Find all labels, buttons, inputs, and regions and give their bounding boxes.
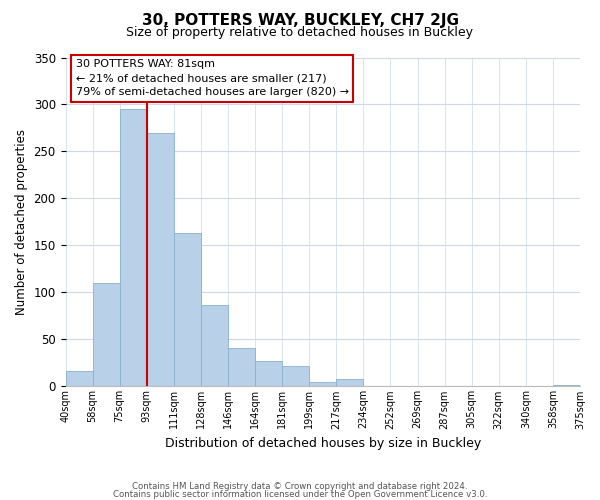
Bar bbox=[65, 372, 92, 386]
Text: 30 POTTERS WAY: 81sqm
← 21% of detached houses are smaller (217)
79% of semi-det: 30 POTTERS WAY: 81sqm ← 21% of detached … bbox=[76, 59, 349, 97]
Text: Contains HM Land Registry data © Crown copyright and database right 2024.: Contains HM Land Registry data © Crown c… bbox=[132, 482, 468, 491]
Bar bbox=[255, 361, 282, 386]
Text: 30, POTTERS WAY, BUCKLEY, CH7 2JG: 30, POTTERS WAY, BUCKLEY, CH7 2JG bbox=[142, 12, 458, 28]
Bar bbox=[337, 379, 364, 386]
Bar bbox=[201, 304, 228, 386]
Bar bbox=[553, 384, 580, 386]
Bar bbox=[92, 283, 119, 387]
Text: Contains public sector information licensed under the Open Government Licence v3: Contains public sector information licen… bbox=[113, 490, 487, 499]
Bar bbox=[228, 348, 255, 387]
Bar bbox=[119, 109, 147, 386]
Bar bbox=[309, 382, 337, 386]
Bar bbox=[147, 132, 174, 386]
X-axis label: Distribution of detached houses by size in Buckley: Distribution of detached houses by size … bbox=[164, 437, 481, 450]
Y-axis label: Number of detached properties: Number of detached properties bbox=[15, 129, 28, 315]
Bar bbox=[174, 233, 201, 386]
Bar bbox=[282, 366, 309, 386]
Text: Size of property relative to detached houses in Buckley: Size of property relative to detached ho… bbox=[127, 26, 473, 39]
